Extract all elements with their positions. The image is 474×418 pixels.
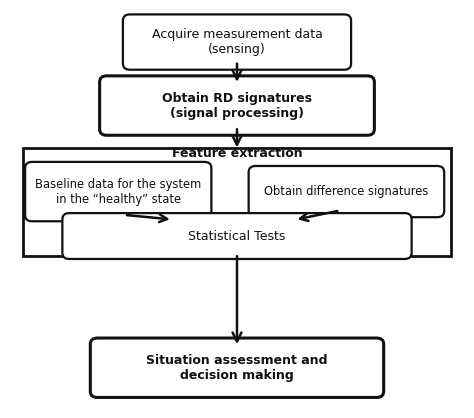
Text: Situation assessment and
decision making: Situation assessment and decision making — [146, 354, 328, 382]
Text: Statistical Tests: Statistical Tests — [188, 229, 286, 242]
FancyBboxPatch shape — [249, 166, 444, 217]
Text: Obtain RD signatures
(signal processing): Obtain RD signatures (signal processing) — [162, 92, 312, 120]
Text: Baseline data for the system
in the “healthy” state: Baseline data for the system in the “hea… — [35, 178, 201, 206]
FancyBboxPatch shape — [91, 338, 383, 398]
FancyBboxPatch shape — [100, 76, 374, 135]
FancyBboxPatch shape — [63, 213, 411, 259]
FancyBboxPatch shape — [123, 14, 351, 70]
Text: Obtain difference signatures: Obtain difference signatures — [264, 185, 428, 198]
FancyBboxPatch shape — [25, 162, 211, 221]
FancyBboxPatch shape — [23, 148, 451, 256]
Text: Feature extraction: Feature extraction — [172, 147, 302, 160]
Text: Acquire measurement data
(sensing): Acquire measurement data (sensing) — [152, 28, 322, 56]
